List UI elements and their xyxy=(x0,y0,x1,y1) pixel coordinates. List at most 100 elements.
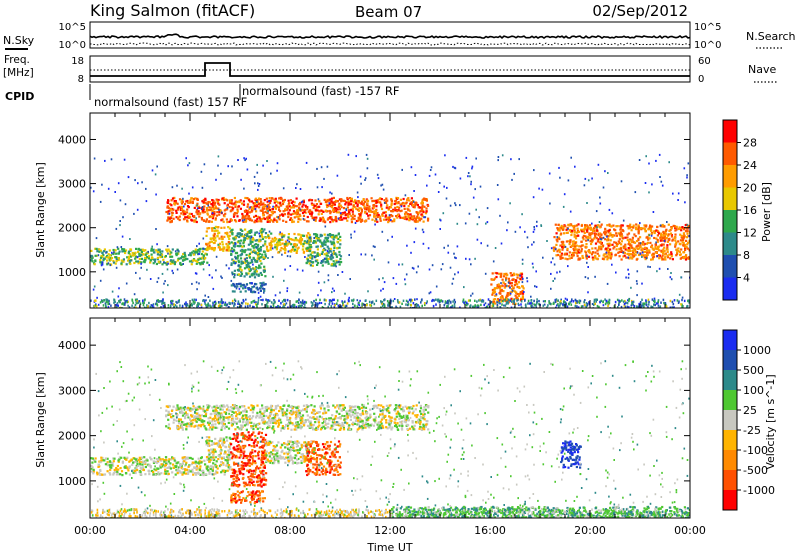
range-cell xyxy=(96,296,98,299)
range-cell xyxy=(259,246,263,249)
range-cell xyxy=(173,457,176,460)
range-cell xyxy=(554,300,557,304)
range-cell xyxy=(310,199,314,202)
range-cell xyxy=(613,245,616,248)
range-cell xyxy=(213,247,216,250)
range-cell xyxy=(687,241,690,244)
range-cell xyxy=(173,199,176,203)
range-cell xyxy=(586,304,589,307)
range-cell xyxy=(315,298,317,302)
range-cell xyxy=(625,276,627,279)
nave-label: Nave xyxy=(748,63,776,76)
range-cell xyxy=(219,248,222,251)
range-cell xyxy=(302,242,305,246)
range-cell xyxy=(619,225,622,228)
range-cell xyxy=(505,279,507,282)
range-cell xyxy=(625,256,628,259)
range-cell xyxy=(105,251,107,254)
range-cell xyxy=(180,205,184,208)
range-cell xyxy=(660,244,663,247)
range-cell xyxy=(582,230,585,233)
range-cell xyxy=(670,255,673,258)
range-cell xyxy=(405,273,408,276)
range-cell xyxy=(238,200,241,204)
freq-line xyxy=(90,62,690,77)
range-cell xyxy=(368,205,371,208)
range-cell xyxy=(140,257,144,260)
range-cell xyxy=(678,226,681,229)
range-cell xyxy=(313,239,316,243)
range-cell xyxy=(186,208,189,211)
range-cell xyxy=(357,196,359,199)
range-cell xyxy=(665,228,668,231)
freq-label-1: Freq. xyxy=(4,54,30,66)
range-cell xyxy=(177,469,180,472)
range-cell xyxy=(380,306,382,308)
range-cell xyxy=(636,247,640,250)
range-cell xyxy=(316,186,319,189)
range-cell xyxy=(307,232,310,235)
range-cell xyxy=(208,220,211,223)
range-cell xyxy=(263,283,266,286)
range-cell xyxy=(610,251,613,254)
range-cell xyxy=(567,227,569,230)
range-cell xyxy=(346,302,349,305)
range-cell xyxy=(493,298,497,301)
range-cell xyxy=(139,277,141,280)
range-cell xyxy=(134,255,138,258)
range-cell xyxy=(611,235,614,238)
range-cell xyxy=(552,246,555,249)
range-cell xyxy=(426,300,428,303)
range-cell xyxy=(326,236,330,239)
range-cell xyxy=(157,260,160,263)
range-cell xyxy=(252,250,255,253)
range-cell xyxy=(557,253,560,257)
range-cell xyxy=(339,258,342,261)
range-cell xyxy=(501,278,504,281)
range-cell xyxy=(123,298,126,301)
range-cell xyxy=(502,275,505,278)
range-cell xyxy=(203,210,206,214)
range-cell xyxy=(245,157,247,160)
range-cell xyxy=(561,257,564,260)
range-cell xyxy=(219,303,221,306)
range-cell xyxy=(372,206,375,209)
range-cell xyxy=(195,217,197,220)
range-cell xyxy=(578,245,581,248)
range-cell xyxy=(415,220,418,223)
range-cell xyxy=(618,303,620,306)
range-cell xyxy=(254,202,257,205)
range-cell xyxy=(585,243,588,246)
range-cell xyxy=(277,206,281,209)
range-cell xyxy=(324,243,327,246)
range-cell xyxy=(162,258,165,261)
range-cell xyxy=(243,187,245,190)
range-cell xyxy=(332,260,335,263)
range-cell xyxy=(260,227,264,231)
range-cell xyxy=(320,252,323,255)
range-cell xyxy=(218,213,221,216)
range-cell xyxy=(265,245,269,248)
range-cell xyxy=(332,196,335,199)
range-cell xyxy=(262,244,265,247)
range-cell xyxy=(676,251,679,254)
range-cell xyxy=(139,261,142,264)
range-cell xyxy=(317,238,320,241)
range-cell xyxy=(243,218,246,221)
range-cell xyxy=(133,457,136,460)
range-cell xyxy=(402,299,405,302)
range-cell xyxy=(349,208,353,211)
range-cell xyxy=(584,224,587,227)
range-cell xyxy=(96,471,99,474)
range-cell xyxy=(336,247,339,250)
range-cell xyxy=(330,254,332,256)
range-cell xyxy=(207,303,209,307)
range-cell xyxy=(121,302,123,306)
range-cell xyxy=(640,305,643,308)
range-cell xyxy=(144,253,147,256)
range-cell xyxy=(298,298,300,301)
range-cell xyxy=(324,302,326,306)
range-cell xyxy=(190,304,192,307)
range-cell xyxy=(682,244,685,247)
